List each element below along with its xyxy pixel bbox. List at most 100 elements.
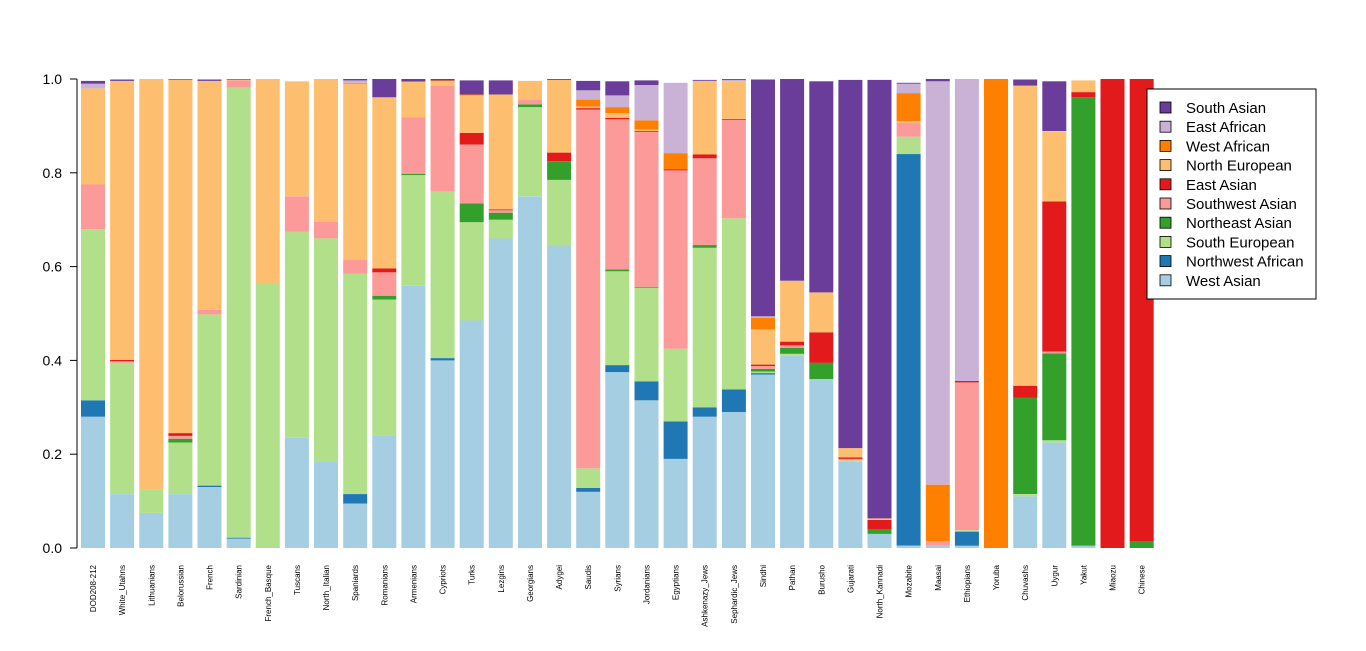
bar-segment-east-asian [547, 152, 572, 161]
x-tick-label: Lithuanians [147, 565, 156, 606]
bar-segment-southwest-asian [314, 222, 338, 239]
legend-label: East African [1186, 119, 1266, 136]
bar-segment-northeast-asian [488, 212, 513, 220]
bar-segment-west-asian [634, 400, 659, 548]
bar-segment-west-asian [576, 491, 601, 548]
bar-segment-southwest-asian [284, 196, 309, 232]
legend-item-east-asian: East Asian [1159, 177, 1257, 194]
bar-segment-south-asian [430, 79, 455, 81]
legend-label: West African [1186, 138, 1270, 155]
bar-segment-east-african [925, 81, 950, 485]
legend-swatch [1159, 216, 1172, 229]
bar-segment-west-asian [314, 461, 338, 548]
bar-segment-southwest-asian [780, 345, 805, 348]
bar-stack-belorussian [168, 79, 193, 548]
bar-segment-south-european [372, 299, 397, 436]
x-tick-label: Belorussian [176, 565, 185, 607]
bar-segment-southwest-asian [663, 170, 688, 349]
x-tick-label: Miaozu [1109, 565, 1118, 591]
bar-segment-west-asian [197, 487, 222, 548]
legend-swatch [1159, 274, 1172, 287]
bar-segment-north-european [547, 79, 572, 153]
bar-segment-west-african [605, 107, 630, 114]
legend-swatch [1159, 235, 1172, 248]
bar-segment-west-asian [343, 503, 368, 548]
bar-segment-north-european [372, 97, 397, 269]
legend-label: Southwest Asian [1186, 196, 1297, 213]
legend-swatch [1159, 159, 1172, 172]
bar-stack-mozabite [896, 82, 921, 548]
x-tick-label: Uygur [1050, 565, 1059, 587]
bar-segment-east-asian [1100, 79, 1125, 548]
bar-segment-west-african [401, 81, 426, 83]
x-tick-label: White_Utahns [118, 565, 127, 615]
bar-segment-south-european [430, 191, 455, 359]
bar-segment-east-asian [372, 268, 397, 273]
bar-segment-south-asian [867, 79, 892, 519]
bar-stack-armenians [401, 79, 426, 548]
bar-segment-north-european [634, 129, 659, 132]
bar-segment-northeast-asian [780, 347, 805, 354]
bar-segment-south-asian [634, 80, 659, 86]
bar-segment-northwest-african [634, 381, 659, 401]
bar-stack-uygur [1042, 81, 1067, 548]
bar-segment-northwest-african [605, 365, 630, 373]
y-tick-label: 0.4 [43, 352, 63, 368]
bar-segment-south-european [343, 273, 368, 494]
legend-label: North European [1186, 158, 1292, 175]
bar-segment-west-african [459, 94, 484, 96]
y-tick-label: 0.8 [43, 165, 63, 181]
legend-swatch [1159, 255, 1172, 268]
bar-segment-southwest-asian [81, 184, 105, 230]
bar-segment-northeast-asian [1129, 541, 1154, 548]
bar-segment-northwest-african [197, 485, 222, 487]
bar-segment-northwest-african [81, 400, 105, 417]
bar-segment-north-european [838, 448, 863, 458]
x-tick-label: Spaniards [351, 565, 360, 601]
legend-swatch [1159, 120, 1172, 133]
bar-segment-north-european [284, 81, 309, 197]
bar-segment-northwest-african [430, 358, 455, 361]
bar-segment-south-european [1013, 494, 1038, 497]
bar-segment-northeast-asian [1042, 353, 1067, 441]
x-tick-label: Egyptians [672, 565, 681, 600]
bar-segment-east-asian [1071, 92, 1096, 98]
bar-segment-east-asian [605, 117, 630, 120]
x-tick-label: Georgians [526, 565, 535, 602]
y-tick-label: 0.2 [43, 446, 63, 462]
bar-stack-gujarati [838, 79, 863, 548]
bar-stack-burusho [809, 81, 834, 548]
bar-segment-east-african [751, 316, 775, 318]
bar-segment-northeast-asian [1071, 97, 1096, 546]
bar-segment-west-asian [459, 320, 484, 548]
x-tick-label: Sindhi [759, 565, 768, 587]
x-tick-label: Chuvashs [1021, 565, 1030, 601]
bar-segment-northeast-asian [751, 368, 775, 372]
legend-label: Northwest African [1186, 254, 1304, 271]
bar-segment-south-asian [168, 79, 193, 80]
bar-segment-east-asian [751, 364, 775, 366]
bar-segment-south-asian [372, 79, 397, 98]
bar-segment-west-asian [692, 416, 717, 548]
bar-segment-northeast-asian [168, 438, 193, 443]
x-tick-label: Jordanians [642, 565, 651, 604]
bar-segment-south-european [721, 218, 746, 390]
bar-segment-southwest-asian [488, 210, 513, 213]
bar-stack-chuvashs [1013, 79, 1038, 548]
bar-stack-lithuanians [139, 79, 164, 548]
bar-segment-south-asian [547, 79, 572, 80]
bar-segment-west-asian [721, 412, 746, 548]
bar-segment-west-african [751, 317, 775, 330]
bar-segment-south-european [81, 229, 105, 401]
legend-swatch [1159, 197, 1172, 210]
bar-segment-west-asian [226, 538, 251, 548]
x-tick-label: Pathan [788, 565, 797, 590]
bar-segment-north-european [401, 82, 426, 118]
bar-segment-northwest-african [954, 531, 979, 546]
bar-segment-east-african [692, 80, 717, 82]
bar-stack-maasai [925, 79, 950, 548]
bar-segment-northeast-asian [547, 161, 572, 180]
x-tick-label: Saudis [584, 565, 593, 589]
bar-segment-northwest-african [226, 537, 251, 539]
bar-segment-northeast-asian [1013, 397, 1038, 494]
